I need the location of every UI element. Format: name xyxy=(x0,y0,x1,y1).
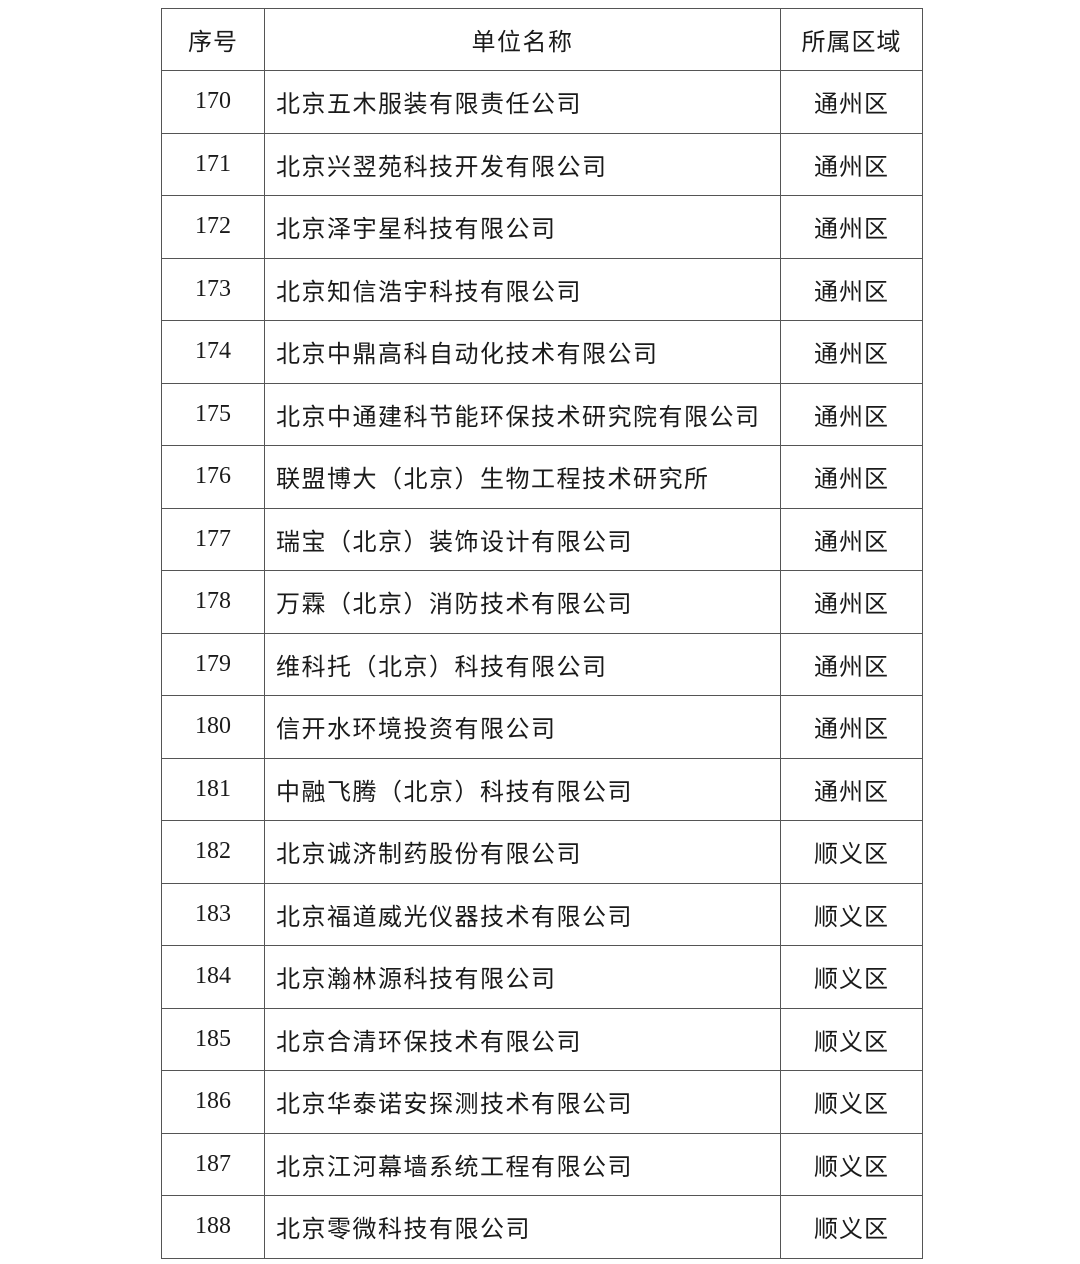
table-row: 183 北京福道威光仪器技术有限公司 顺义区 xyxy=(161,882,923,946)
serial-number-cell: 183 xyxy=(161,882,265,946)
district-cell: 通州区 xyxy=(780,382,923,446)
district-cell: 顺义区 xyxy=(780,1195,923,1259)
serial-number-cell: 186 xyxy=(161,1070,265,1134)
serial-number-cell: 175 xyxy=(161,382,265,446)
table-row: 178 万霖（北京）消防技术有限公司 通州区 xyxy=(161,570,923,634)
serial-number-cell: 178 xyxy=(161,570,265,634)
district-cell: 顺义区 xyxy=(780,882,923,946)
district-cell: 通州区 xyxy=(780,132,923,196)
header-district: 所属区域 xyxy=(780,8,923,71)
table-row: 172 北京泽宇星科技有限公司 通州区 xyxy=(161,195,923,259)
table-row: 170 北京五木服装有限责任公司 通州区 xyxy=(161,70,923,134)
table-row: 176 联盟博大（北京）生物工程技术研究所 通州区 xyxy=(161,445,923,509)
unit-name-cell: 北京五木服装有限责任公司 xyxy=(264,70,781,134)
header-unit-name: 单位名称 xyxy=(264,8,781,71)
unit-name-cell: 北京合清环保技术有限公司 xyxy=(264,1007,781,1071)
district-cell: 通州区 xyxy=(780,257,923,321)
district-cell: 顺义区 xyxy=(780,1070,923,1134)
table-header-row: 序号 单位名称 所属区域 xyxy=(161,8,923,71)
table-row: 188 北京零微科技有限公司 顺义区 xyxy=(161,1195,923,1259)
header-serial-number: 序号 xyxy=(161,8,265,71)
table-body: 170 北京五木服装有限责任公司 通州区 171 北京兴翌苑科技开发有限公司 通州区 172… xyxy=(161,70,923,1259)
table-row: 175 北京中通建科节能环保技术研究院有限公司 通州区 xyxy=(161,382,923,446)
table-row: 185 北京合清环保技术有限公司 顺义区 xyxy=(161,1007,923,1071)
unit-name-cell: 北京瀚林源科技有限公司 xyxy=(264,945,781,1009)
unit-name-cell: 北京泽宇星科技有限公司 xyxy=(264,195,781,259)
unit-name-cell: 北京零微科技有限公司 xyxy=(264,1195,781,1259)
serial-number-cell: 177 xyxy=(161,507,265,571)
serial-number-cell: 180 xyxy=(161,695,265,759)
unit-name-cell: 北京中鼎高科自动化技术有限公司 xyxy=(264,320,781,384)
table-row: 174 北京中鼎高科自动化技术有限公司 通州区 xyxy=(161,320,923,384)
table-row: 181 中融飞腾（北京）科技有限公司 通州区 xyxy=(161,757,923,821)
serial-number-cell: 187 xyxy=(161,1132,265,1196)
unit-name-cell: 维科托（北京）科技有限公司 xyxy=(264,632,781,696)
district-cell: 顺义区 xyxy=(780,820,923,884)
district-cell: 通州区 xyxy=(780,195,923,259)
unit-name-cell: 北京诚济制药股份有限公司 xyxy=(264,820,781,884)
company-list-table: 序号 单位名称 所属区域 170 北京五木服装有限责任公司 通州区 171 北京兴翌苑科… xyxy=(161,8,923,1259)
serial-number-cell: 188 xyxy=(161,1195,265,1259)
district-cell: 顺义区 xyxy=(780,945,923,1009)
table-row: 186 北京华泰诺安探测技术有限公司 顺义区 xyxy=(161,1070,923,1134)
serial-number-cell: 171 xyxy=(161,132,265,196)
unit-name-cell: 北京知信浩宇科技有限公司 xyxy=(264,257,781,321)
district-cell: 通州区 xyxy=(780,445,923,509)
district-cell: 通州区 xyxy=(780,507,923,571)
serial-number-cell: 172 xyxy=(161,195,265,259)
serial-number-cell: 176 xyxy=(161,445,265,509)
serial-number-cell: 185 xyxy=(161,1007,265,1071)
district-cell: 通州区 xyxy=(780,757,923,821)
table-row: 180 信开水环境投资有限公司 通州区 xyxy=(161,695,923,759)
unit-name-cell: 联盟博大（北京）生物工程技术研究所 xyxy=(264,445,781,509)
serial-number-cell: 184 xyxy=(161,945,265,1009)
unit-name-cell: 北京江河幕墙系统工程有限公司 xyxy=(264,1132,781,1196)
district-cell: 通州区 xyxy=(780,320,923,384)
serial-number-cell: 174 xyxy=(161,320,265,384)
serial-number-cell: 181 xyxy=(161,757,265,821)
table-row: 171 北京兴翌苑科技开发有限公司 通州区 xyxy=(161,132,923,196)
table-row: 177 瑞宝（北京）装饰设计有限公司 通州区 xyxy=(161,507,923,571)
serial-number-cell: 179 xyxy=(161,632,265,696)
unit-name-cell: 中融飞腾（北京）科技有限公司 xyxy=(264,757,781,821)
district-cell: 通州区 xyxy=(780,632,923,696)
unit-name-cell: 北京中通建科节能环保技术研究院有限公司 xyxy=(264,382,781,446)
unit-name-cell: 北京兴翌苑科技开发有限公司 xyxy=(264,132,781,196)
district-cell: 通州区 xyxy=(780,70,923,134)
table-row: 179 维科托（北京）科技有限公司 通州区 xyxy=(161,632,923,696)
unit-name-cell: 北京华泰诺安探测技术有限公司 xyxy=(264,1070,781,1134)
table-row: 184 北京瀚林源科技有限公司 顺义区 xyxy=(161,945,923,1009)
table-row: 187 北京江河幕墙系统工程有限公司 顺义区 xyxy=(161,1132,923,1196)
unit-name-cell: 万霖（北京）消防技术有限公司 xyxy=(264,570,781,634)
serial-number-cell: 182 xyxy=(161,820,265,884)
serial-number-cell: 170 xyxy=(161,70,265,134)
district-cell: 顺义区 xyxy=(780,1132,923,1196)
table-row: 173 北京知信浩宇科技有限公司 通州区 xyxy=(161,257,923,321)
district-cell: 通州区 xyxy=(780,570,923,634)
district-cell: 通州区 xyxy=(780,695,923,759)
unit-name-cell: 瑞宝（北京）装饰设计有限公司 xyxy=(264,507,781,571)
table-row: 182 北京诚济制药股份有限公司 顺义区 xyxy=(161,820,923,884)
unit-name-cell: 北京福道威光仪器技术有限公司 xyxy=(264,882,781,946)
district-cell: 顺义区 xyxy=(780,1007,923,1071)
serial-number-cell: 173 xyxy=(161,257,265,321)
unit-name-cell: 信开水环境投资有限公司 xyxy=(264,695,781,759)
